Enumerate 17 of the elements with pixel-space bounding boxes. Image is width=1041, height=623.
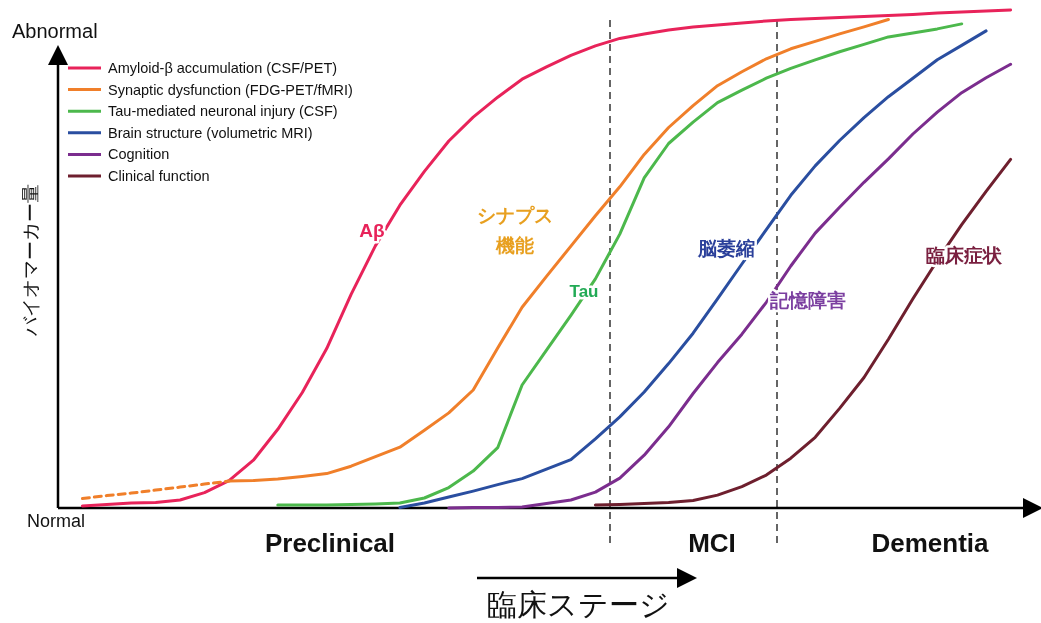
legend-label: Amyloid-β accumulation (CSF/PET) [108,60,338,76]
legend-label: Brain structure (volumetric MRI) [108,124,313,141]
annotation: Abnormal [12,20,98,42]
text: MCI [688,528,736,558]
legend-label: Clinical function [108,168,210,184]
text: Dementia [871,528,990,558]
legend-label: Tau-mediated neuronal injury (CSF) [108,103,338,120]
x-axis-title: 臨床ステージ [486,588,670,621]
text: Normal [27,511,86,531]
annotation: Aβ [359,220,385,241]
legend-label: Synaptic dysfunction (FDG-PET/fMRI) [108,81,353,98]
annotation: シナプス [477,205,553,226]
y-axis-title: バイオマーカー量 [20,184,41,337]
annotation: 機能 [495,235,534,256]
legend-label: Cognition [108,146,170,163]
annotation: 記憶障害 [769,290,846,311]
text: Preclinical [264,528,396,558]
